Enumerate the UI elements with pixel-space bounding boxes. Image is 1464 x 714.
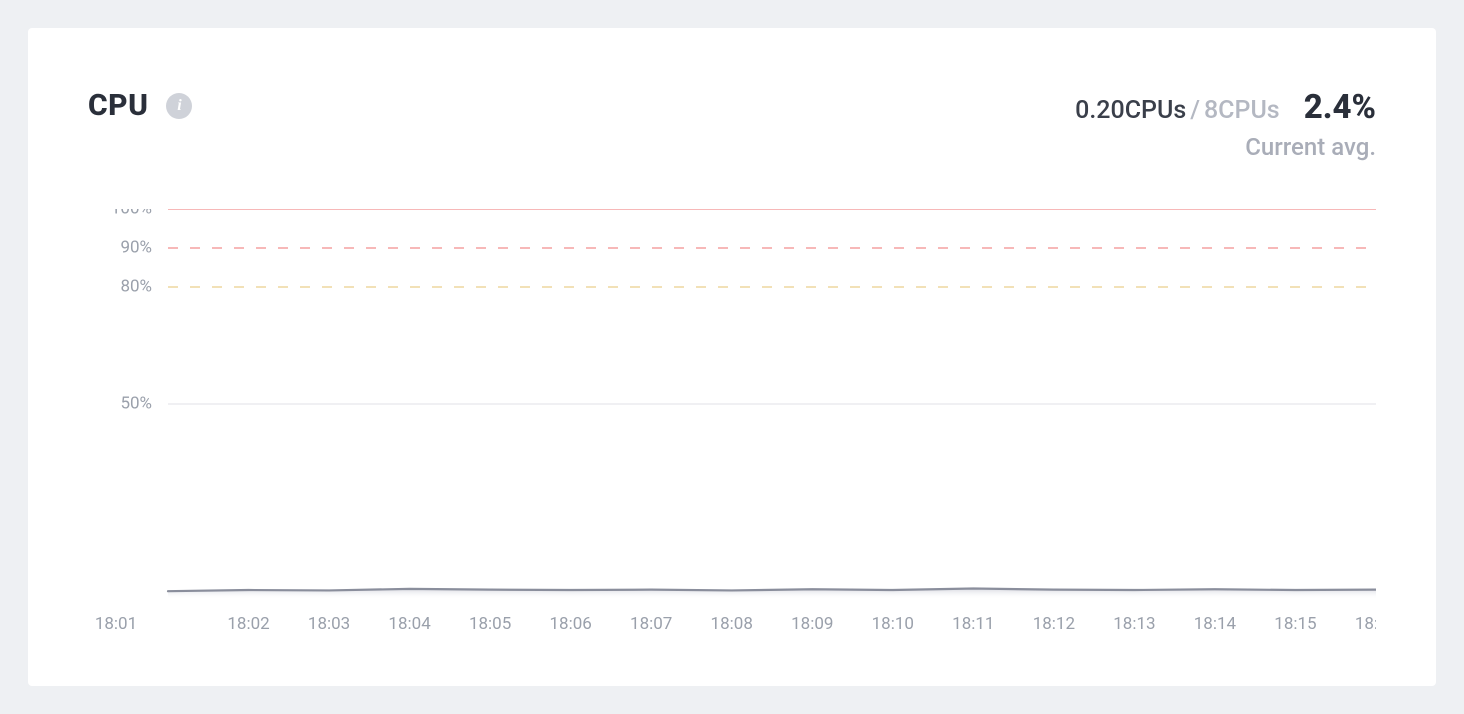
y-axis-label: 80% (120, 276, 152, 296)
percent-label: 2.4% (1304, 88, 1376, 127)
x-axis-label: 18:07 (630, 614, 672, 634)
y-axis-label: 50% (120, 393, 152, 413)
metric-card: CPU i 0.20CPUs / 8CPUs 2.4% Current avg.… (28, 28, 1436, 686)
card-header: CPU i 0.20CPUs / 8CPUs 2.4% Current avg. (88, 88, 1376, 161)
chart-title: CPU (88, 88, 148, 123)
x-axis-label: 18:12 (1033, 614, 1075, 634)
y-axis-label: 100% (111, 209, 152, 218)
used-cpus-label: 0.20CPUs (1075, 96, 1186, 125)
title-wrap: CPU i (88, 88, 192, 123)
x-axis-label: 18:16 (1355, 614, 1376, 634)
cpu-line-chart: 100% 90% 80% 50% 18:01 18:02 18:03 18:04 18:05 18… (88, 209, 1376, 649)
x-axis-label: 18:08 (711, 614, 753, 634)
total-cpus-label: 8CPUs (1204, 96, 1280, 125)
x-axis-label: 18:15 (1274, 614, 1316, 634)
metrics-block: 0.20CPUs / 8CPUs 2.4% Current avg. (1075, 88, 1376, 161)
x-axis-label: 18:14 (1194, 614, 1237, 634)
x-axis-label: 18:13 (1113, 614, 1155, 634)
x-axis-label: 18:05 (469, 614, 511, 634)
x-axis-label: 18:10 (872, 614, 914, 634)
separator: / (1190, 96, 1200, 125)
chart-container: 100% 90% 80% 50% 18:01 18:02 18:03 18:04 18:05 18… (88, 209, 1376, 649)
info-glyph: i (177, 97, 181, 115)
x-axis-label: 18:02 (227, 614, 269, 634)
x-axis-label: 18:03 (308, 614, 350, 634)
metrics-row: 0.20CPUs / 8CPUs 2.4% (1075, 88, 1376, 127)
metrics-sublabel: Current avg. (1075, 133, 1376, 161)
x-axis-label: 18:09 (791, 614, 833, 634)
x-axis-label: 18:04 (388, 614, 431, 634)
info-icon[interactable]: i (166, 93, 192, 119)
x-axis-label: 18:11 (952, 614, 994, 634)
y-axis-label: 90% (120, 237, 152, 257)
x-axis-label: 18:01 (95, 614, 137, 634)
x-axis-label: 18:06 (549, 614, 591, 634)
